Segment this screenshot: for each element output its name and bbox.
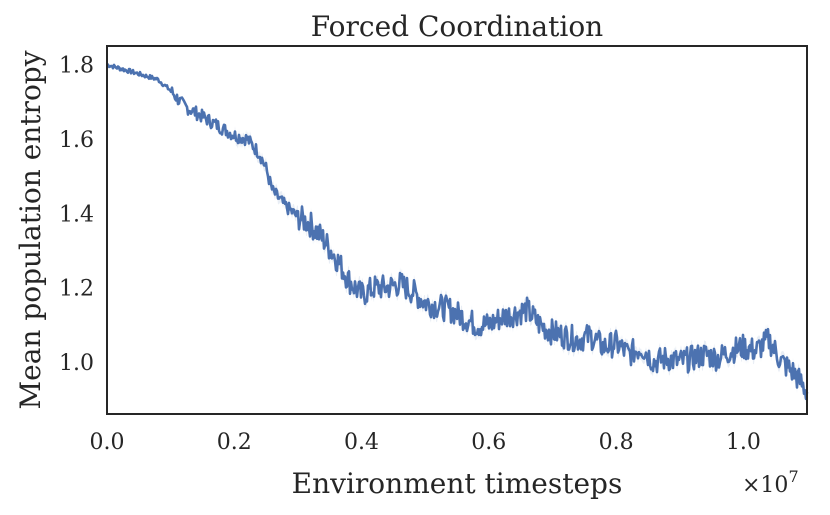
series-line-layer — [106, 63, 809, 401]
x-axis-multiplier-base: ×10 — [742, 473, 788, 498]
plot-frame — [106, 45, 808, 415]
y-tick-label: 1.6 — [59, 128, 94, 153]
x-tick-label: 0.0 — [90, 430, 125, 455]
y-tick-label: 1.4 — [59, 202, 94, 227]
x-tick-label: 0.8 — [599, 430, 634, 455]
y-axis-label: Mean population entropy — [14, 50, 47, 409]
x-tick-label: 0.2 — [217, 430, 252, 455]
x-axis-label: Environment timesteps — [292, 467, 623, 500]
y-tick-label: 1.0 — [59, 351, 94, 376]
x-tick-label: 0.4 — [344, 430, 379, 455]
chart-title: Forced Coordination — [311, 10, 603, 43]
x-axis-multiplier: ×107 — [742, 467, 799, 498]
y-tick-label: 1.2 — [59, 277, 94, 302]
y-tick-label: 1.8 — [59, 54, 94, 79]
y-tick-labels: 1.0 1.2 1.4 1.6 1.8 — [59, 54, 94, 376]
x-tick-label: 0.6 — [471, 430, 506, 455]
series-line — [106, 63, 809, 401]
x-tick-label: 1.0 — [726, 430, 761, 455]
x-axis-multiplier-exponent: 7 — [788, 467, 798, 486]
x-tick-labels: 0.0 0.2 0.4 0.6 0.8 1.0 — [90, 430, 761, 455]
